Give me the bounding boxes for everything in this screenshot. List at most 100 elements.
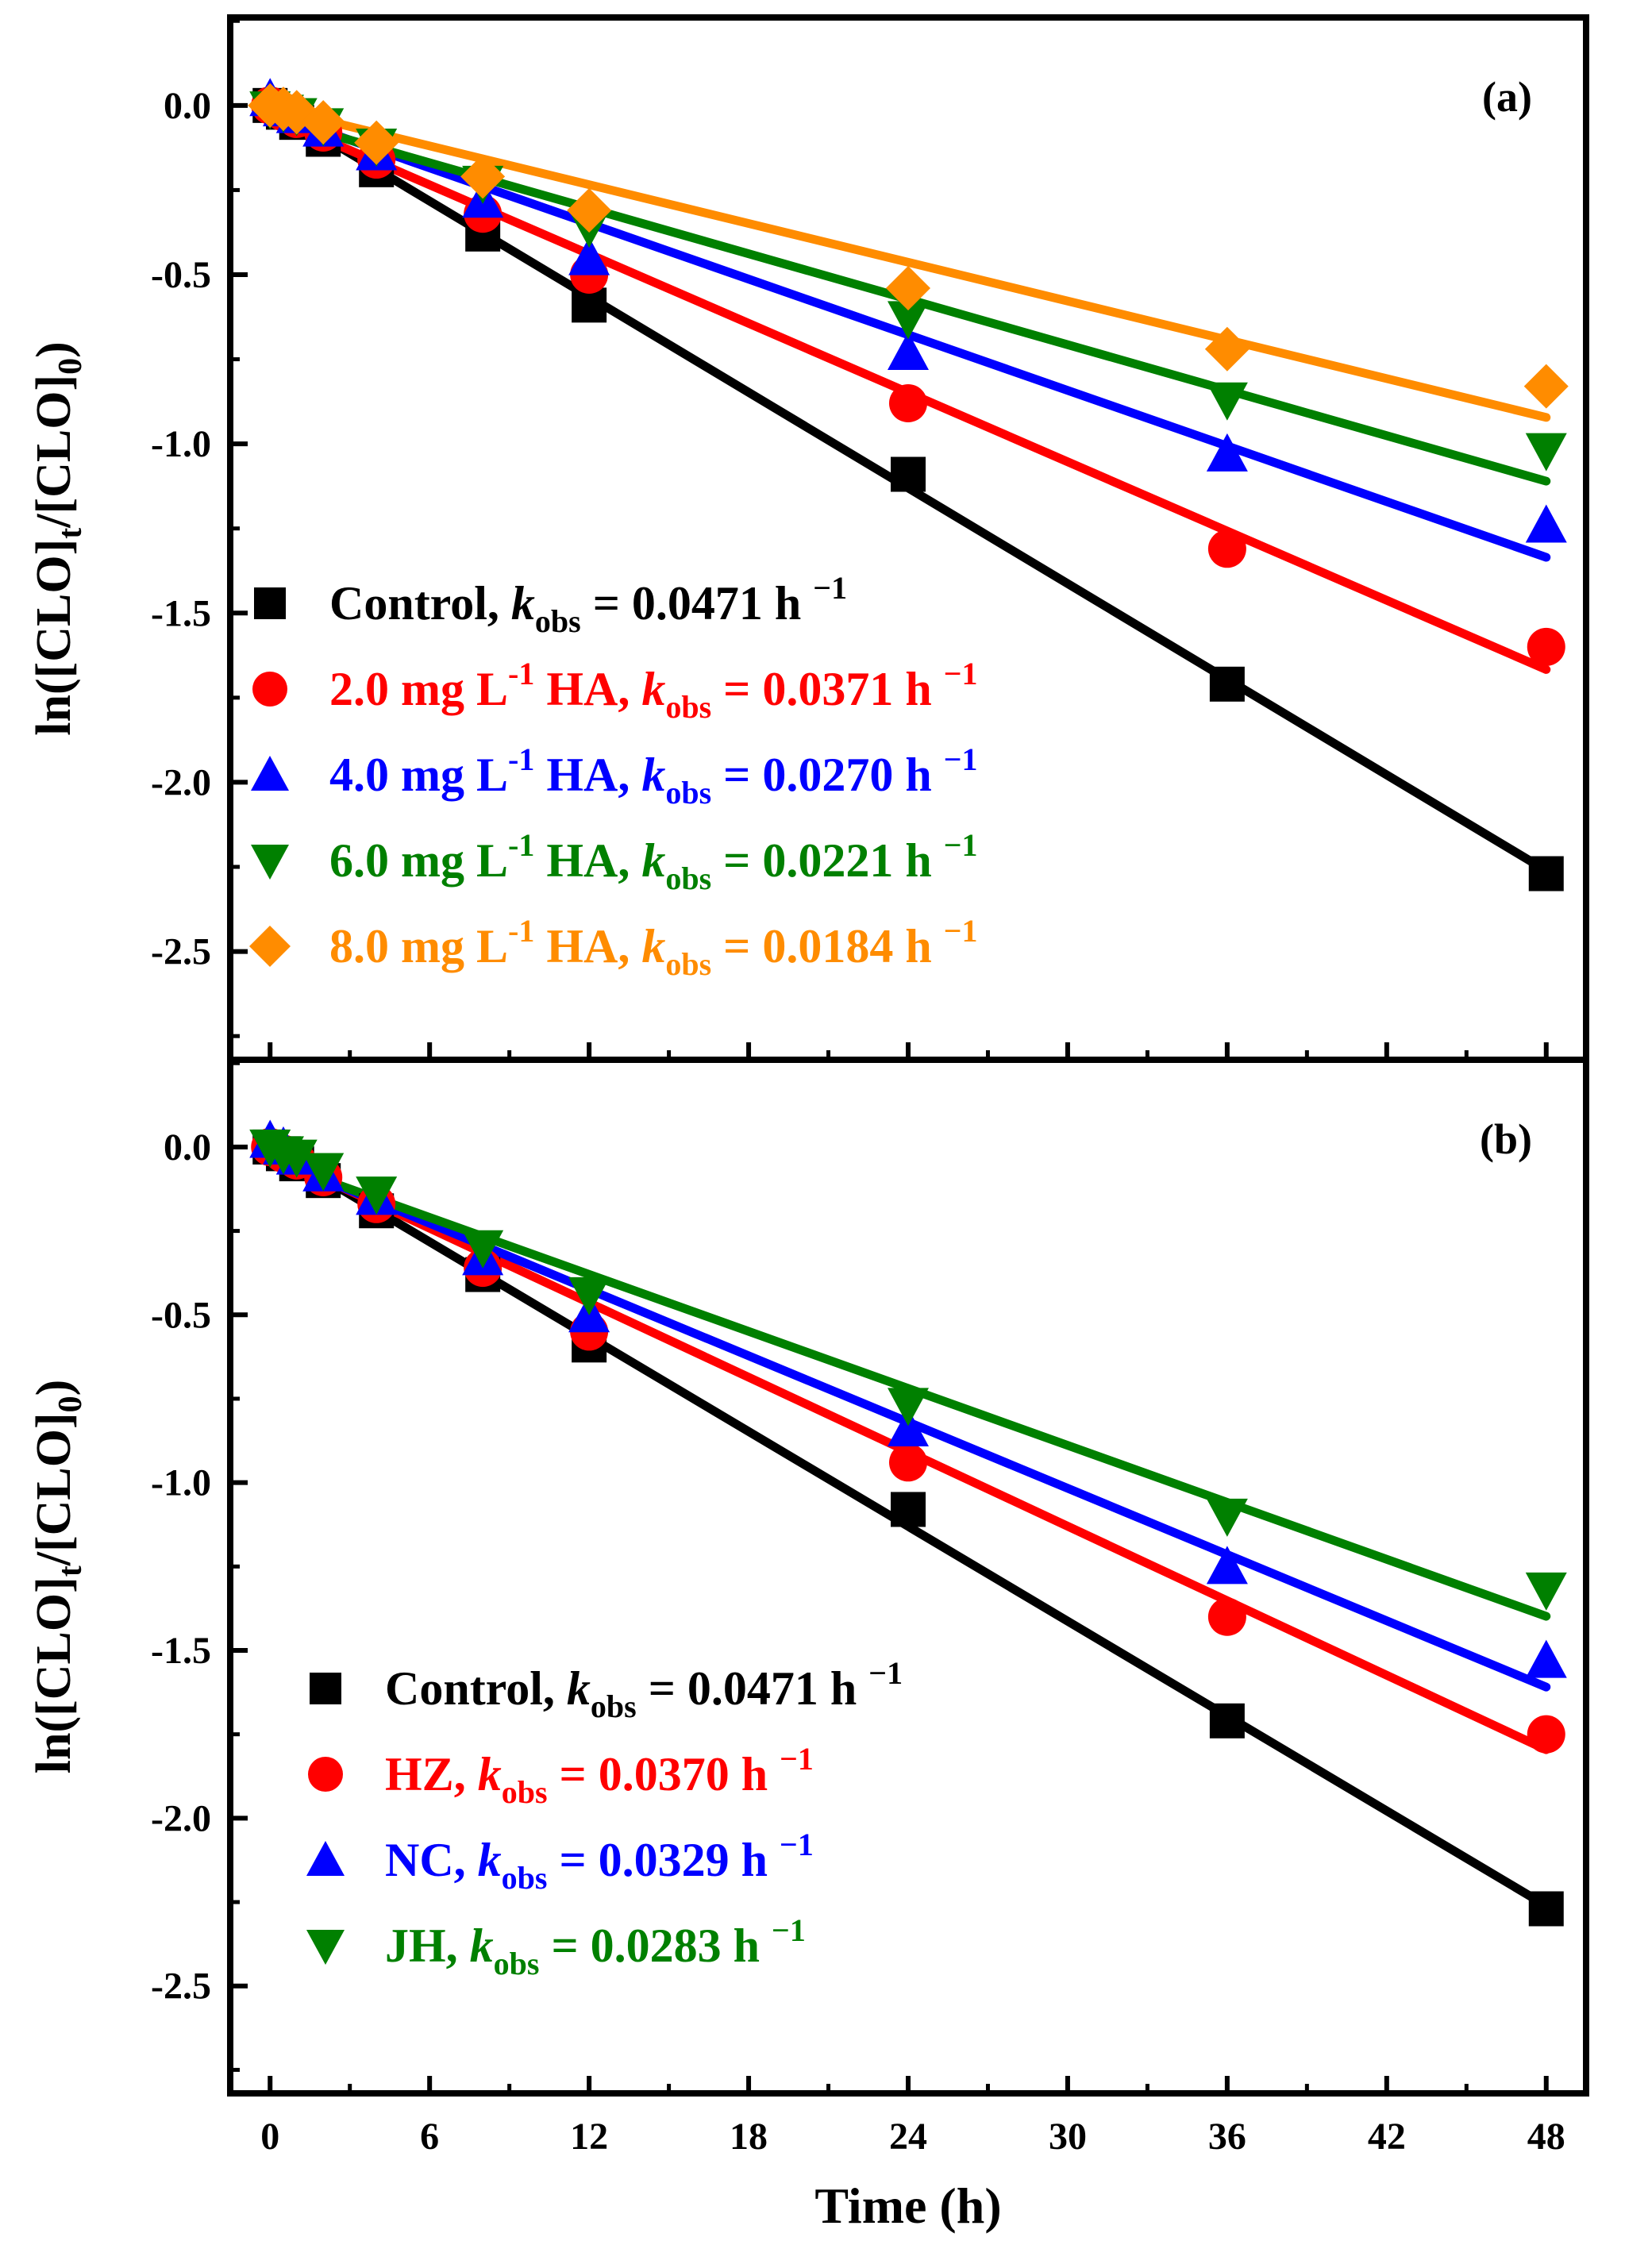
legend-superscript: −1 [944,741,978,777]
y-axis-label-subscript: 0 [52,358,89,375]
legend-entry-3: JH, kobs = 0.0283 h −1 [385,1912,806,1981]
x-tick-label: 24 [889,2116,927,2158]
data-point [889,383,927,422]
y-axis-label-part: ) [27,1380,81,1396]
data-point [891,1492,926,1527]
legend-superscript: -1 [508,913,534,949]
legend-text: 6.0 mg L [329,834,508,887]
data-point [888,332,929,371]
legend-subscript: obs [665,689,711,725]
legend-subscript: obs [502,1860,548,1896]
legend-text: JH, [385,1920,470,1972]
legend-k: k [478,1834,502,1886]
legend-superscript: −1 [780,1741,814,1777]
legend-text: HA, [534,834,641,887]
legend-subscript: obs [665,946,711,982]
legend-text: 2.0 mg L [329,663,508,715]
y-tick-label: 0.0 [164,1126,211,1169]
legend-subscript: obs [665,861,711,896]
legend-text: HA, [534,663,641,715]
legend-subscript: obs [502,1774,548,1810]
data-point [1528,1891,1564,1927]
y-axis-label: ln([CLO]t/[CLO]0) [27,1380,89,1774]
chart-panel-b: 0.0 -0.5 -1.0 -1.5 -2.0 -2.5 0 6 12 18 24 30 36 42 48 (… [27,1057,1589,2234]
legend-superscript: −1 [780,1827,814,1862]
data-point [1206,1498,1248,1537]
y-tick-label: -2.0 [151,1797,211,1839]
legend-superscript: −1 [772,1912,806,1948]
legend-k: k [641,663,665,715]
legend-text: NC, [385,1834,478,1886]
legend-marker-1 [252,672,287,707]
data-point [888,301,929,340]
legend-text: = 0.0329 h [547,1834,780,1886]
chart-panel-a: 0.0 -0.5 -1.0 -1.5 -2.0 -2.5 (a) ln([CLO]t/[CLO… [27,14,1589,1063]
legend-superscript: −1 [944,656,978,691]
data-point [1206,433,1248,472]
y-axis-label-part: /[CLO] [27,375,81,529]
data-point [568,1276,610,1315]
legend-text: HA, [534,920,641,972]
data-point [1206,1546,1248,1585]
x-axis-label: Time (h) [814,2178,1001,2234]
legend-k: k [478,1748,502,1800]
legend-text: = 0.0221 h [711,834,944,887]
legend-entry-3: 6.0 mg L-1 HA, kobs = 0.0221 h −1 [329,827,978,896]
x-tick-label: 30 [1049,2116,1087,2158]
legend-marker-3 [251,845,289,880]
y-tick-label: -0.5 [151,254,211,296]
data-point [1525,1639,1567,1678]
legend-text: HA, [534,749,641,801]
y-tick-label: -1.0 [151,423,211,465]
y-axis-label: ln([CLO]t/[CLO]0) [27,341,89,736]
y-axis-label-part: ln([CLO] [27,539,81,736]
y-tick-label: -1.5 [151,592,211,634]
plot-frame [227,1057,1589,2097]
data-point [275,1139,318,1178]
data-point [1207,529,1246,568]
y-tick-label: -2.0 [151,761,211,803]
legend-marker-4 [249,926,291,967]
y-axis-label-part: ln([CLO] [27,1577,81,1773]
legend-entry-1: HZ, kobs = 0.0370 h −1 [385,1741,814,1810]
x-tick-label: 18 [730,2116,768,2158]
legend-k: k [470,1920,494,1972]
y-axis-label-subscript: 0 [52,1396,89,1412]
data-point [1527,1715,1565,1754]
legend-text: 4.0 mg L [329,749,508,801]
legend-text: = 0.0270 h [711,749,944,801]
legend-entry-4: 8.0 mg L-1 HA, kobs = 0.0184 h −1 [329,913,978,982]
legend-entry-2: NC, kobs = 0.0329 h −1 [385,1827,814,1896]
data-point [891,456,926,492]
data-point [460,154,506,199]
legend-text: = 0.0283 h [539,1920,772,1972]
legend-marker-3 [306,1930,345,1965]
y-axis-label-subscript: t [52,528,89,539]
legend-entry-0: Control, kobs = 0.0471 h −1 [329,570,847,639]
data-point [301,100,346,145]
legend-entry-2: 4.0 mg L-1 HA, kobs = 0.0270 h −1 [329,741,978,811]
legend-text: = 0.0371 h [711,663,944,715]
data-point [1207,1597,1246,1636]
legend-marker-2 [306,1841,345,1876]
legend-k: k [641,834,665,887]
data-point [1204,326,1250,372]
data-point [1528,856,1564,891]
legend-superscript: −1 [944,827,978,863]
legend-subscript: obs [665,775,711,811]
data-point [356,1176,398,1215]
x-tick-label: 36 [1208,2116,1246,2158]
panel-label: (b) [1480,1115,1532,1163]
data-point [1523,364,1569,409]
data-point [1525,504,1567,543]
legend-superscript: -1 [508,741,534,777]
legend-k: k [511,577,535,630]
legend-text: = 0.0471 h [581,577,814,630]
legend-text: = 0.0370 h [548,1748,780,1800]
y-tick-label: -0.5 [151,1294,211,1336]
legend-text: Control, [329,577,511,630]
y-axis-label-part: /[CLO] [27,1412,81,1566]
legend-subscript: obs [535,603,581,639]
legend-marker-2 [251,756,289,791]
